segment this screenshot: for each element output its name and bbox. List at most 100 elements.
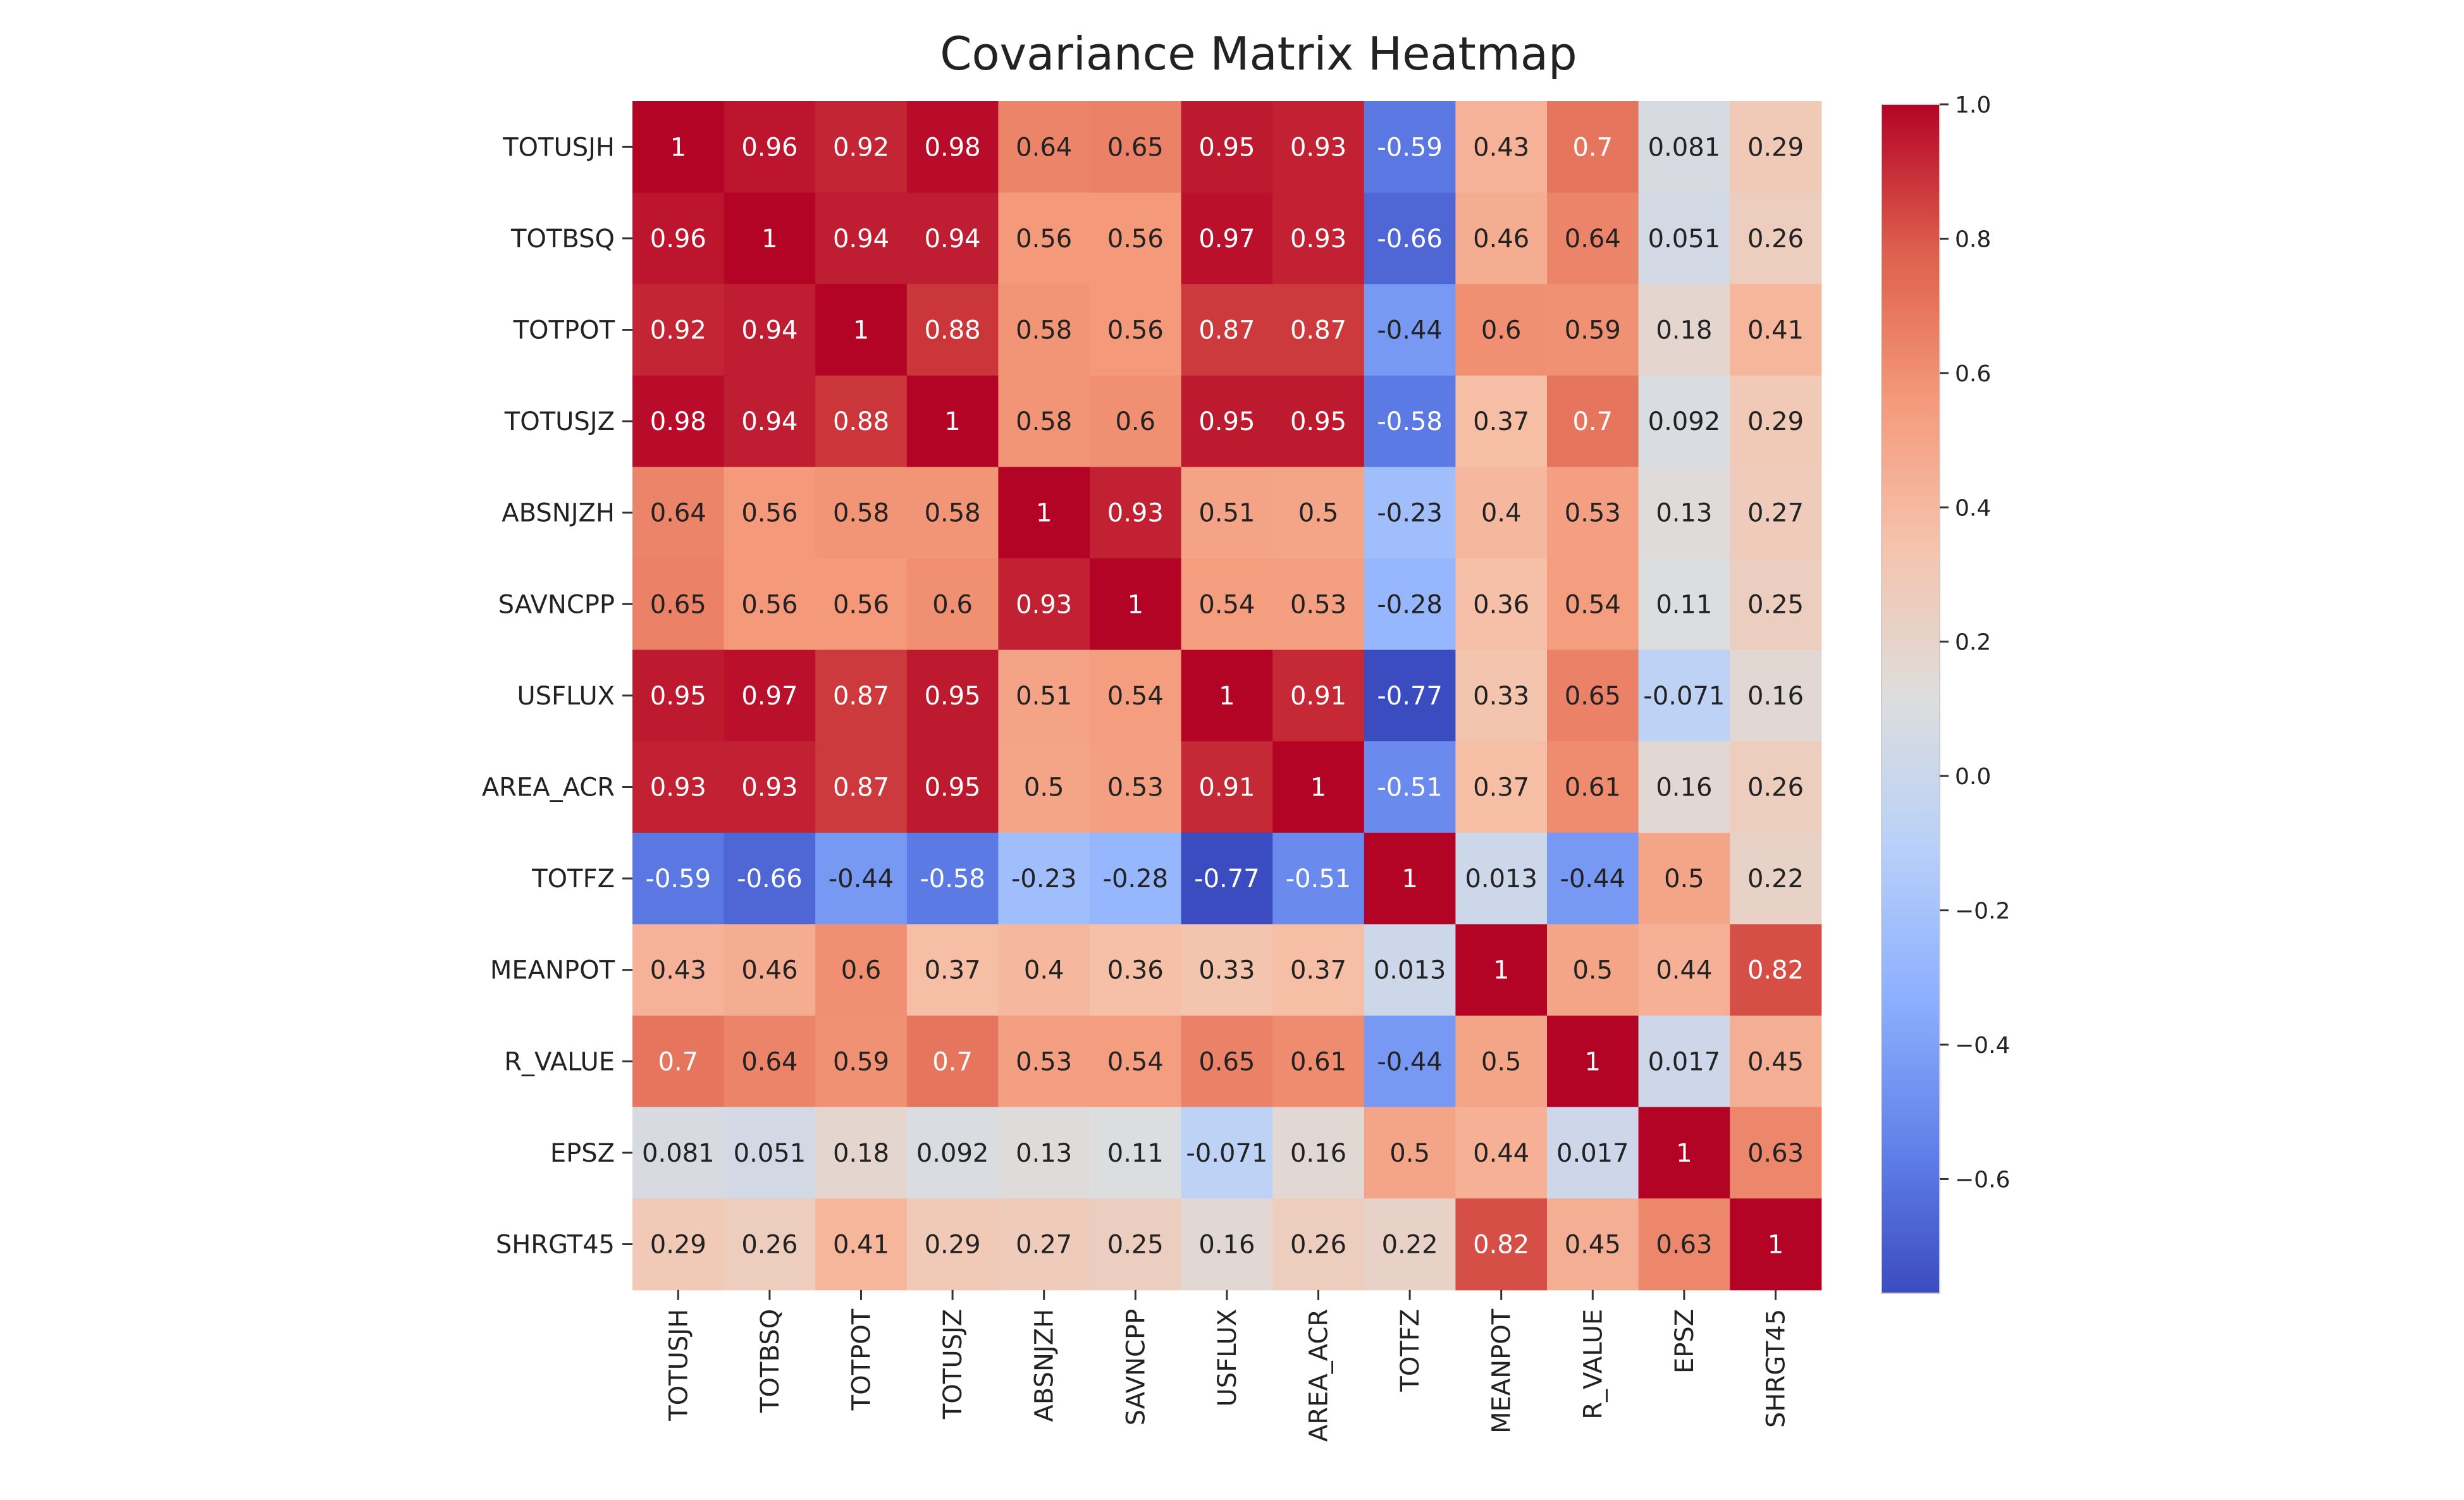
colorbar-tick-label: −0.4 [1955,1033,2010,1059]
cell-value-label: 0.59 [1565,316,1621,345]
cell-value-label: 0.97 [1198,224,1255,254]
cell-value-label: 0.88 [925,316,981,345]
heatmap-cell [815,649,908,742]
cell-value-label: 0.18 [1656,316,1712,345]
cell-value-label: 0.53 [1290,590,1346,619]
cell-value-label: 0.29 [925,1231,981,1260]
cell-value-label: 0.65 [1198,1047,1255,1076]
cell-value-label: 1 [1768,1231,1783,1260]
cell-value-label: 0.93 [1107,499,1164,528]
heatmap-cell [1547,558,1639,651]
heatmap-cell [1455,832,1548,925]
heatmap-cell [1364,375,1456,467]
heatmap-cell [1455,1198,1548,1291]
cell-value-label: 0.16 [1290,1139,1346,1168]
heatmap-cell [1730,1016,1822,1108]
heatmap-cell [1455,192,1548,285]
heatmap-cell [1272,375,1365,467]
cell-value-label: 0.5 [1024,773,1064,802]
cell-value-label: 0.96 [650,224,706,254]
cell-value-label: -0.44 [1560,864,1626,894]
cell-value-label: 0.58 [1016,316,1072,345]
heatmap-cell [1455,284,1548,376]
cell-value-label: -0.58 [1377,407,1443,436]
heatmap-cell [1730,467,1822,559]
heatmap-cell [906,101,999,194]
cell-value-label: 0.46 [1473,224,1529,254]
cell-value-label: 0.013 [1465,864,1537,894]
heatmap-cell [1730,832,1822,925]
heatmap-cell [1090,1016,1182,1108]
cell-value-label: 0.16 [1198,1231,1255,1260]
heatmap-cell [1272,649,1365,742]
cell-value-label: 0.4 [1481,499,1522,528]
cell-value-label: 1 [944,407,960,436]
heatmap-cell [1090,832,1182,925]
heatmap-cell [1638,101,1730,194]
column-tick-label: R_VALUE [1579,1309,1608,1420]
cell-value-label: 0.87 [1290,316,1346,345]
cell-value-label: 0.081 [1648,133,1721,162]
cell-value-label: 0.37 [1473,773,1529,802]
cell-value-label: 0.5 [1389,1139,1430,1168]
cell-value-label: 0.092 [1648,407,1721,436]
cell-value-label: 0.95 [925,682,981,711]
heatmap-cell [1730,1107,1822,1199]
cell-value-label: 0.051 [734,1139,806,1168]
cell-value-label: 0.081 [642,1139,715,1168]
cell-value-label: 0.96 [741,133,798,162]
cell-value-label: 0.98 [925,133,981,162]
heatmap-cell [1090,558,1182,651]
cell-value-label: 0.44 [1656,956,1712,985]
cell-value-label: 0.92 [650,316,706,345]
cell-value-label: 0.44 [1473,1139,1529,1168]
cell-value-label: 0.59 [833,1047,889,1076]
heatmap-cell [1272,192,1365,285]
heatmap-cell [724,101,816,194]
cell-value-label: 0.54 [1565,590,1621,619]
heatmap-cell [1272,284,1365,376]
cell-value-label: 0.94 [741,407,798,436]
cell-value-label: 1 [1493,956,1509,985]
cell-value-label: -0.28 [1103,864,1169,894]
heatmap-cell [1181,467,1273,559]
cell-value-label: 0.37 [1290,956,1346,985]
cell-value-label: 0.16 [1656,773,1712,802]
heatmap-cell [815,1016,908,1108]
heatmap-cell [906,558,999,651]
heatmap-cell [1272,101,1365,194]
cell-value-label: 0.11 [1656,590,1712,619]
cell-value-label: 0.56 [1107,224,1164,254]
heatmap-cell [1090,284,1182,376]
heatmap-cell [1364,558,1456,651]
cell-value-label: 0.93 [650,773,706,802]
heatmap-cell [1181,1198,1273,1291]
cell-value-label: 0.56 [1016,224,1072,254]
cell-value-label: -0.44 [1377,316,1443,345]
heatmap-cell [815,375,908,467]
cell-value-label: 0.65 [650,590,706,619]
cell-value-label: 0.46 [741,956,798,985]
heatmap-cell [1547,192,1639,285]
cell-value-label: -0.59 [1377,133,1443,162]
cell-value-label: 0.95 [1290,407,1346,436]
column-tick-label: ABSNJZH [1030,1309,1059,1422]
heatmap-cell [1455,467,1548,559]
heatmap-cell [1730,741,1822,833]
cell-value-label: 0.7 [1572,407,1613,436]
heatmap-cell [906,284,999,376]
heatmap-cell [1547,1198,1639,1291]
cell-value-label: -0.071 [1186,1139,1267,1168]
heatmap-cell [1364,832,1456,925]
column-tick-label: AREA_ACR [1305,1309,1334,1442]
heatmap-cell [1181,924,1273,1016]
column-tick-label: TOTUSJH [664,1309,693,1422]
cell-value-label: 0.7 [1572,133,1613,162]
cell-value-label: -0.51 [1286,864,1352,894]
heatmap-cell [1181,558,1273,651]
heatmap-cell [632,284,725,376]
heatmap-cell [1455,1016,1548,1108]
heatmap-cell [632,467,725,559]
heatmap-cell [1090,192,1182,285]
heatmap-cell [632,375,725,467]
